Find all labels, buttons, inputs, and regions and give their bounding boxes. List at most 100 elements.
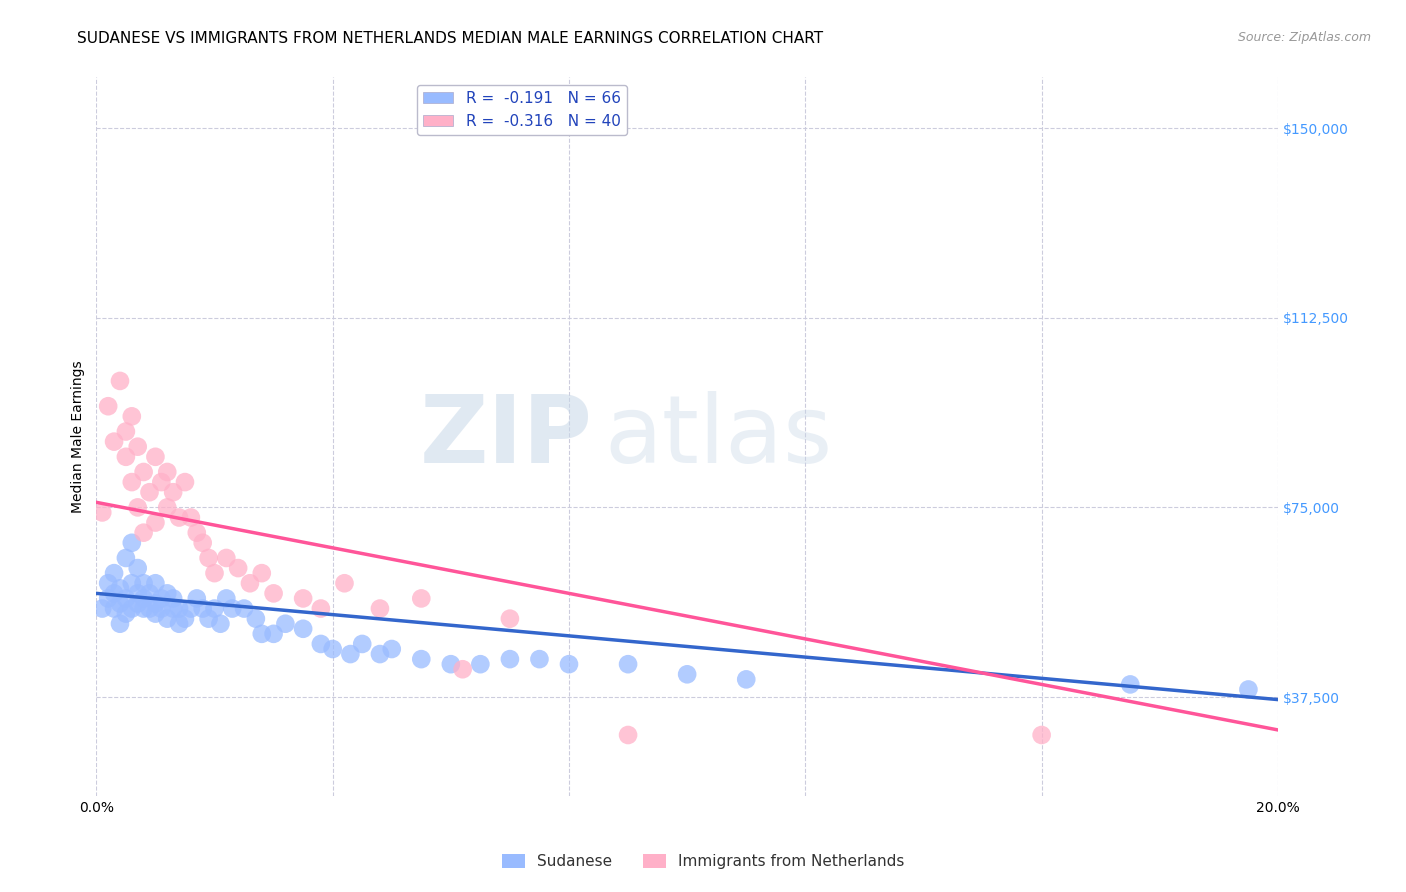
Point xyxy=(103,601,125,615)
Point xyxy=(186,591,208,606)
Point xyxy=(292,591,315,606)
Point xyxy=(132,601,155,615)
Point xyxy=(132,591,155,606)
Point xyxy=(167,616,190,631)
Point xyxy=(233,601,256,615)
Point xyxy=(411,591,433,606)
Point xyxy=(204,601,226,615)
Point xyxy=(138,485,160,500)
Legend: R =  -0.191   N = 66, R =  -0.316   N = 40: R = -0.191 N = 66, R = -0.316 N = 40 xyxy=(416,85,627,135)
Point xyxy=(191,601,214,615)
Point xyxy=(132,576,155,591)
Point xyxy=(1031,728,1053,742)
Point xyxy=(162,601,184,615)
Point xyxy=(411,652,433,666)
Point xyxy=(97,399,120,413)
Point xyxy=(352,637,374,651)
Point xyxy=(145,607,167,621)
Point xyxy=(209,616,232,631)
Point xyxy=(103,586,125,600)
Point xyxy=(150,591,173,606)
Point xyxy=(145,450,167,464)
Point xyxy=(322,642,344,657)
Point xyxy=(167,510,190,524)
Point xyxy=(108,597,131,611)
Point xyxy=(440,657,463,672)
Point xyxy=(145,576,167,591)
Point xyxy=(381,642,404,657)
Point xyxy=(191,536,214,550)
Point xyxy=(127,586,149,600)
Point xyxy=(221,601,243,615)
Point xyxy=(162,485,184,500)
Point xyxy=(263,586,285,600)
Point xyxy=(156,586,179,600)
Point xyxy=(156,612,179,626)
Point xyxy=(121,576,143,591)
Point xyxy=(174,612,197,626)
Y-axis label: Median Male Earnings: Median Male Earnings xyxy=(72,360,86,513)
Point xyxy=(97,591,120,606)
Point xyxy=(127,440,149,454)
Point xyxy=(274,616,297,631)
Point xyxy=(245,612,267,626)
Point xyxy=(156,500,179,515)
Text: SUDANESE VS IMMIGRANTS FROM NETHERLANDS MEDIAN MALE EARNINGS CORRELATION CHART: SUDANESE VS IMMIGRANTS FROM NETHERLANDS … xyxy=(77,31,824,46)
Point xyxy=(368,601,391,615)
Legend: Sudanese, Immigrants from Netherlands: Sudanese, Immigrants from Netherlands xyxy=(496,848,910,875)
Point xyxy=(138,601,160,615)
Point xyxy=(145,597,167,611)
Point xyxy=(470,657,492,672)
Point xyxy=(250,566,273,581)
Point xyxy=(239,576,262,591)
Point xyxy=(186,525,208,540)
Point xyxy=(150,475,173,489)
Point xyxy=(127,597,149,611)
Point xyxy=(263,627,285,641)
Point xyxy=(180,510,202,524)
Point xyxy=(132,465,155,479)
Point xyxy=(91,505,114,519)
Point xyxy=(115,425,138,439)
Point xyxy=(121,536,143,550)
Point xyxy=(558,657,581,672)
Point xyxy=(174,475,197,489)
Point xyxy=(1119,677,1142,691)
Point xyxy=(204,566,226,581)
Point xyxy=(499,652,522,666)
Point xyxy=(97,576,120,591)
Point xyxy=(339,647,361,661)
Point xyxy=(529,652,551,666)
Point xyxy=(197,612,219,626)
Point xyxy=(108,616,131,631)
Point xyxy=(215,591,238,606)
Point xyxy=(292,622,315,636)
Point xyxy=(499,612,522,626)
Point xyxy=(617,728,640,742)
Point xyxy=(127,500,149,515)
Point xyxy=(103,566,125,581)
Text: ZIP: ZIP xyxy=(420,391,592,483)
Text: atlas: atlas xyxy=(605,391,832,483)
Text: Source: ZipAtlas.com: Source: ZipAtlas.com xyxy=(1237,31,1371,45)
Point xyxy=(91,601,114,615)
Point xyxy=(121,475,143,489)
Point xyxy=(676,667,699,681)
Point xyxy=(162,591,184,606)
Point xyxy=(138,586,160,600)
Point xyxy=(108,582,131,596)
Point xyxy=(115,607,138,621)
Point xyxy=(145,516,167,530)
Point xyxy=(103,434,125,449)
Point xyxy=(108,374,131,388)
Point xyxy=(197,551,219,566)
Point xyxy=(333,576,356,591)
Point xyxy=(115,450,138,464)
Point xyxy=(127,561,149,575)
Point xyxy=(121,409,143,424)
Point xyxy=(167,601,190,615)
Point xyxy=(735,673,758,687)
Point xyxy=(115,551,138,566)
Point xyxy=(180,601,202,615)
Point xyxy=(121,601,143,615)
